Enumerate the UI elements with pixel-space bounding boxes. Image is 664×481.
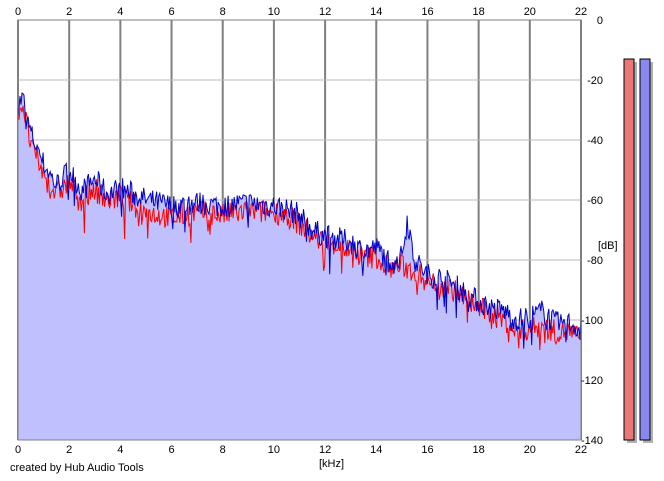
- credit-text: created by Hub Audio Tools: [10, 462, 144, 474]
- x-tick-label-top: 20: [524, 6, 536, 18]
- x-tick-label-top: 0: [15, 6, 21, 18]
- y-tick-label: -20: [587, 75, 603, 87]
- x-tick-label-bottom: 18: [473, 444, 485, 456]
- x-tick-label-bottom: 16: [421, 444, 433, 456]
- x-tick-label-top: 14: [370, 6, 382, 18]
- x-tick-label-top: 4: [117, 6, 123, 18]
- y-tick-label: -120: [581, 375, 603, 387]
- spectrum-fill: [18, 93, 581, 440]
- x-tick-label-bottom: 22: [575, 444, 587, 456]
- y-tick-label: 0: [597, 15, 603, 27]
- x-tick-label-top: 8: [220, 6, 226, 18]
- x-tick-label-bottom: 12: [319, 444, 331, 456]
- x-tick-label-bottom: 0: [15, 444, 21, 456]
- x-tick-label-top: 12: [319, 6, 331, 18]
- x-tick-label-bottom: 10: [268, 444, 280, 456]
- plot-frame: [17, 19, 582, 441]
- y-tick-label: -80: [587, 255, 603, 267]
- x-tick-label-bottom: 2: [66, 444, 72, 456]
- x-tick-label-top: 22: [575, 6, 587, 18]
- x-tick-label-top: 10: [268, 6, 280, 18]
- y-tick-label: -40: [587, 135, 603, 147]
- level-meter-right: [639, 58, 651, 441]
- x-tick-label-bottom: 20: [524, 444, 536, 456]
- x-tick-label-bottom: 8: [220, 444, 226, 456]
- x-tick-label-top: 16: [421, 6, 433, 18]
- x-ticks-bottom: 0 2 4 6 8 10 12 14 16 18 20 22: [15, 444, 587, 456]
- x-tick-label-top: 18: [473, 6, 485, 18]
- series-layer: [17, 92, 582, 351]
- y-tick-label: -140: [581, 435, 603, 447]
- x-axis-label: [kHz]: [319, 458, 344, 470]
- x-tick-label-top: 6: [168, 6, 174, 18]
- x-tick-label-bottom: 14: [370, 444, 382, 456]
- x-ticks-top: 0 2 4 6 8 10 12 14 16 18 20 22: [15, 6, 587, 18]
- x-tick-label-top: 2: [66, 6, 72, 18]
- x-tick-label-bottom: 4: [117, 444, 123, 456]
- y-ticks: 0 -20 -40 -60 -80 -100 -120 -140: [581, 15, 603, 447]
- level-meter-left: [623, 58, 635, 441]
- series-line-blue: [17, 92, 582, 349]
- x-tick-label-bottom: 6: [168, 444, 174, 456]
- level-meters: [623, 58, 653, 443]
- spectrum-area: [18, 93, 581, 440]
- y-tick-label: -100: [581, 315, 603, 327]
- y-tick-label: -60: [587, 195, 603, 207]
- y-axis-label: [dB]: [598, 240, 618, 252]
